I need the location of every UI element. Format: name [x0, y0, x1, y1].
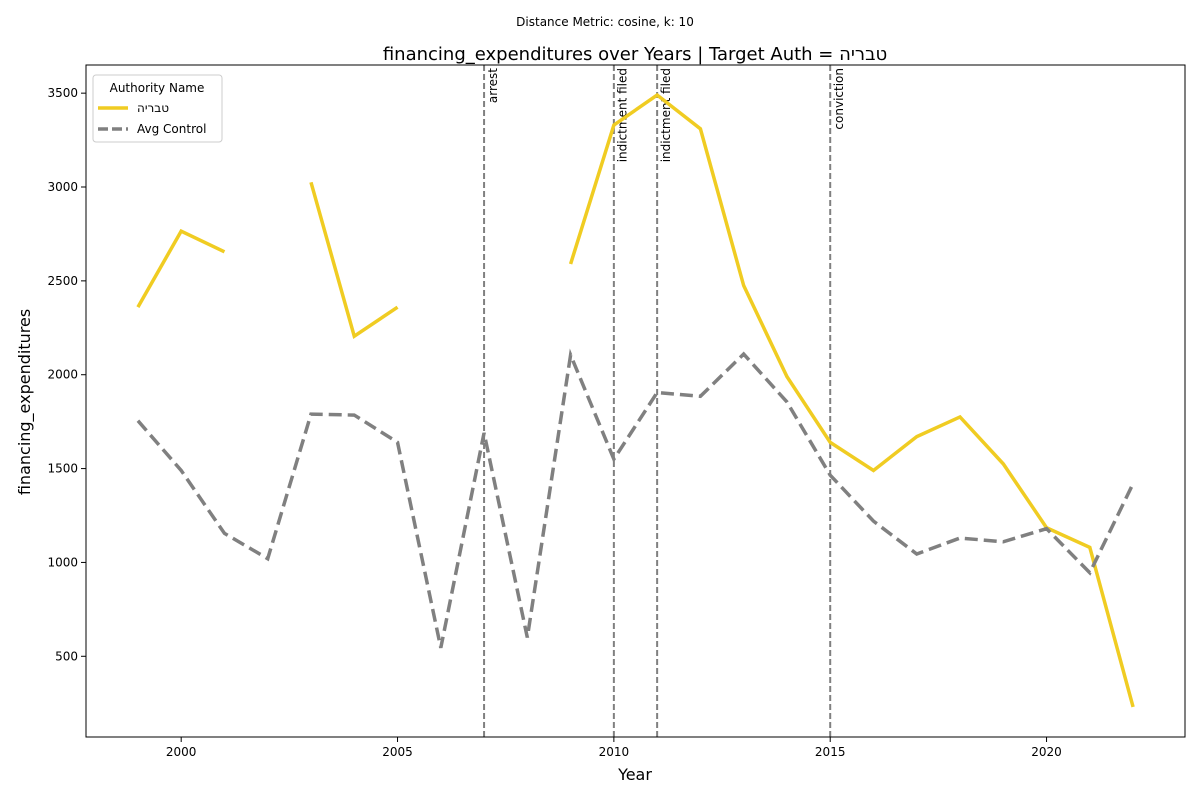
- y-tick-label-5: 3000: [47, 180, 78, 194]
- x-axis-label: Year: [617, 765, 652, 784]
- event-label-2: indictment filed: [659, 68, 673, 162]
- y-tick-label-0: 500: [55, 649, 78, 663]
- chart-title: financing_expenditures over Years | Targ…: [383, 44, 887, 65]
- legend-label-0: טבריה: [137, 101, 169, 115]
- series-line-1-seg-0: [136, 348, 1135, 649]
- plot-area: arrest indictment filed indictment filed co…: [47, 64, 1186, 759]
- y-tick-label-1: 1000: [47, 555, 78, 569]
- plot-frame: [85, 64, 1186, 738]
- event-label-3: conviction: [832, 68, 846, 130]
- y-axis-label: financing_expenditures: [15, 309, 35, 495]
- series-line-0-seg-2: [568, 92, 1135, 708]
- y-tick-label-3: 2000: [47, 368, 78, 382]
- x-tick-label-3: 2015: [815, 745, 846, 759]
- legend: Authority Name טבריה Avg Control: [92, 74, 223, 143]
- x-tick-label-1: 2005: [382, 745, 413, 759]
- series-line-0-seg-1: [309, 181, 399, 340]
- chart-suptitle: Distance Metric: cosine, k: 10: [516, 15, 694, 29]
- event-label-0: arrest: [486, 68, 500, 103]
- x-tick-label-0: 2000: [166, 745, 197, 759]
- y-tick-label-6: 3500: [47, 86, 78, 100]
- x-tick-label-4: 2020: [1031, 745, 1062, 759]
- legend-box: [92, 74, 223, 143]
- legend-title: Authority Name: [110, 81, 205, 95]
- y-tick-label-4: 2500: [47, 274, 78, 288]
- x-tick-label-2: 2010: [599, 745, 630, 759]
- y-tick-label-2: 1500: [47, 462, 78, 476]
- legend-label-1: Avg Control: [137, 122, 206, 136]
- series-line-0-seg-0: [136, 228, 226, 309]
- event-label-1: indictment filed: [616, 68, 630, 162]
